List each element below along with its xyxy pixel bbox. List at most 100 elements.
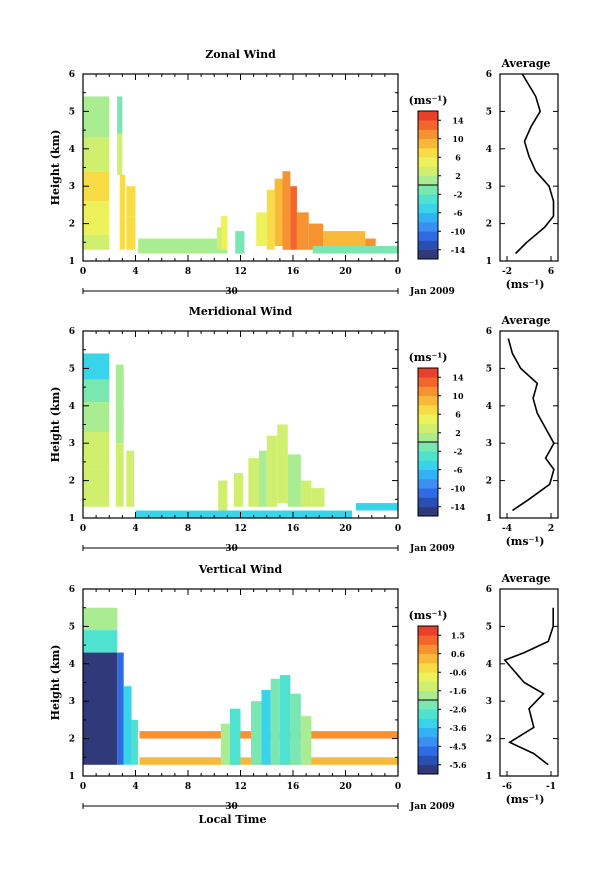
- panel-title: Zonal Wind: [205, 48, 276, 61]
- colorbar-swatch: [418, 175, 438, 186]
- average-frame: [499, 330, 559, 519]
- heatmap-cell: [300, 480, 312, 507]
- y-axis-label: Height (km): [49, 130, 62, 206]
- heatmap-cell: [126, 216, 136, 250]
- date-month-label: Jan 2009: [409, 544, 455, 554]
- heatmap-cell: [83, 379, 110, 403]
- average-y-tick-label: 4: [486, 402, 492, 412]
- y-tick-label: 5: [69, 364, 75, 374]
- x-tick-label: 8: [185, 267, 191, 277]
- colorbar: (ms⁻¹)1.5 0.6 -0.6 -1.6 -2.6 -3.6 -4.5 -5.6: [409, 609, 467, 775]
- colorbar-unit: (ms⁻¹): [409, 609, 448, 622]
- y-axis-label: Height (km): [49, 387, 62, 463]
- x-tick-label: 4: [132, 267, 138, 277]
- x-tick-label: 12: [234, 524, 247, 534]
- heatmap-cell: [220, 723, 230, 765]
- x-tick-label: 12: [234, 267, 247, 277]
- colorbar-tick-label: 2: [455, 428, 461, 438]
- colorbar-swatch: [418, 764, 438, 775]
- heatmap-cell: [115, 443, 124, 507]
- heatmap-cell: [266, 435, 278, 507]
- colorbar-swatch: [418, 120, 438, 130]
- y-tick-label: 6: [69, 70, 75, 80]
- colorbar-swatch: [418, 405, 438, 415]
- average-y-tick-label: 5: [486, 364, 492, 374]
- colorbar-tick-label: -6: [454, 465, 463, 475]
- colorbar-swatch: [418, 635, 438, 645]
- y-tick-label: 4: [69, 402, 75, 412]
- x-tick-label: 0: [395, 782, 401, 792]
- average-x-label: (ms⁻¹): [506, 278, 545, 291]
- average-x-tick-label: -2: [502, 267, 512, 277]
- heatmap-cell: [266, 189, 275, 250]
- average-profile: Average 1 2 3 4 5 6 -6 -1(ms⁻¹): [486, 572, 559, 806]
- colorbar-swatch: [418, 377, 438, 387]
- date-day-label: 30: [225, 802, 238, 812]
- heatmap-cells: [83, 96, 398, 254]
- x-tick-label: 8: [185, 524, 191, 534]
- heatmap-cell: [323, 231, 366, 247]
- x-tick-label: 0: [80, 782, 86, 792]
- colorbar-swatch: [418, 737, 438, 747]
- y-tick-label: 6: [69, 585, 75, 595]
- colorbar-tick-label: -10: [451, 226, 466, 236]
- colorbar-tick-label: 6: [455, 152, 461, 162]
- heatmap-cell: [233, 473, 244, 507]
- colorbar-swatch: [418, 249, 438, 260]
- y-tick-label: 2: [69, 477, 75, 487]
- y-tick-label: 3: [69, 182, 75, 192]
- average-y-tick-label: 1: [486, 514, 492, 524]
- heatmap-cell: [131, 719, 139, 765]
- colorbar-tick-label: -5.6: [449, 760, 467, 770]
- average-y-tick-label: 2: [486, 220, 492, 230]
- colorbar-swatch: [418, 469, 438, 480]
- average-x-tick-label: 2: [548, 524, 554, 534]
- heatmap-cell: [300, 716, 312, 765]
- colorbar-tick-label: -10: [451, 483, 466, 493]
- x-tick-label: 0: [80, 524, 86, 534]
- heatmap-cells: [83, 353, 398, 518]
- heatmap-cell: [277, 424, 288, 504]
- x-tick-label: 0: [395, 524, 401, 534]
- colorbar-tick-label: 14: [452, 115, 464, 125]
- heatmap-cell: [83, 201, 110, 235]
- colorbar-swatch: [418, 681, 438, 692]
- y-tick-label: 3: [69, 697, 75, 707]
- colorbar-swatch: [418, 626, 438, 636]
- y-tick-label: 2: [69, 220, 75, 230]
- colorbar-swatch: [418, 111, 438, 121]
- colorbar-swatch: [418, 222, 438, 232]
- colorbar-tick-label: 1.5: [451, 630, 465, 640]
- colorbar-tick-label: 10: [452, 391, 464, 401]
- colorbar-swatch: [418, 644, 438, 655]
- colorbar-swatch: [418, 506, 438, 517]
- colorbar-tick-label: -14: [451, 245, 466, 255]
- heatmap-cells: [83, 607, 398, 765]
- average-y-tick-label: 2: [486, 477, 492, 487]
- colorbar-swatch: [418, 203, 438, 214]
- heatmap-cell: [117, 652, 124, 765]
- colorbar-swatch: [418, 423, 438, 434]
- colorbar-swatch: [418, 497, 438, 508]
- heatmap-cell: [119, 174, 125, 217]
- colorbar-swatch: [418, 194, 438, 204]
- colorbar-unit: (ms⁻¹): [409, 351, 448, 364]
- heatmap-cell: [251, 701, 262, 765]
- average-x-tick-label: -6: [502, 782, 512, 792]
- x-tick-label: 20: [339, 524, 352, 534]
- panel-title: Vertical Wind: [198, 563, 283, 576]
- heatmap-cell: [135, 510, 353, 518]
- average-y-tick-label: 6: [486, 327, 492, 337]
- average-y-tick-label: 6: [486, 585, 492, 595]
- heatmap-cell: [261, 689, 271, 765]
- colorbar-swatch: [418, 157, 438, 167]
- average-profile-line: [507, 338, 555, 512]
- colorbar-swatch: [418, 432, 438, 443]
- average-y-tick-label: 4: [486, 660, 492, 670]
- heatmap-cell: [117, 133, 123, 175]
- heatmap-cell: [308, 223, 324, 250]
- heatmap-cell: [311, 488, 325, 507]
- heatmap-cell: [83, 234, 110, 250]
- colorbar-swatch: [418, 755, 438, 766]
